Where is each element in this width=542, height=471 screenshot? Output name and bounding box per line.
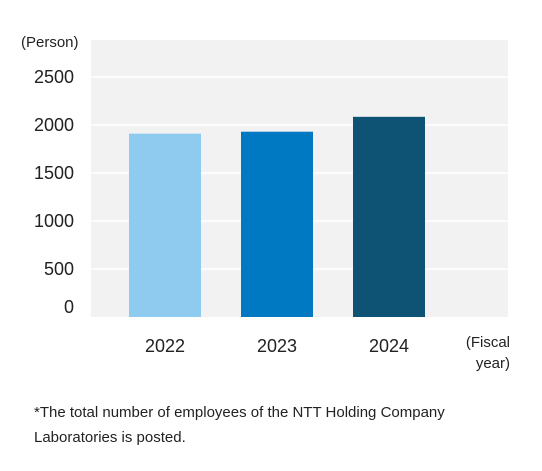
bar-2023 [241,131,313,317]
bar-2024 [353,116,425,317]
y-tick-label: 500 [44,259,74,279]
x-axis-ticks: 2022 2023 2024 [145,336,409,356]
y-axis-ticks: 0 500 1000 1500 2000 2500 [34,67,74,317]
y-tick-label: 1000 [34,211,74,231]
x-axis-unit-label-line2: year) [476,355,510,372]
x-tick-label: 2024 [369,336,409,356]
x-tick-label: 2023 [257,336,297,356]
footnote: *The total number of employees of the NT… [34,404,445,446]
bar-2022 [129,133,201,317]
y-tick-label: 2500 [34,67,74,87]
bar-chart: 0 500 1000 1500 2000 2500 2022 2023 2024 (Perso… [21,34,510,372]
y-tick-label: 2000 [34,115,74,135]
y-tick-label: 1500 [34,163,74,183]
bars [129,116,425,317]
x-tick-label: 2022 [145,336,185,356]
y-axis-unit-label: (Person) [21,34,79,51]
x-axis-unit-label-line1: (Fiscal [466,334,510,351]
y-tick-label: 0 [64,297,74,317]
